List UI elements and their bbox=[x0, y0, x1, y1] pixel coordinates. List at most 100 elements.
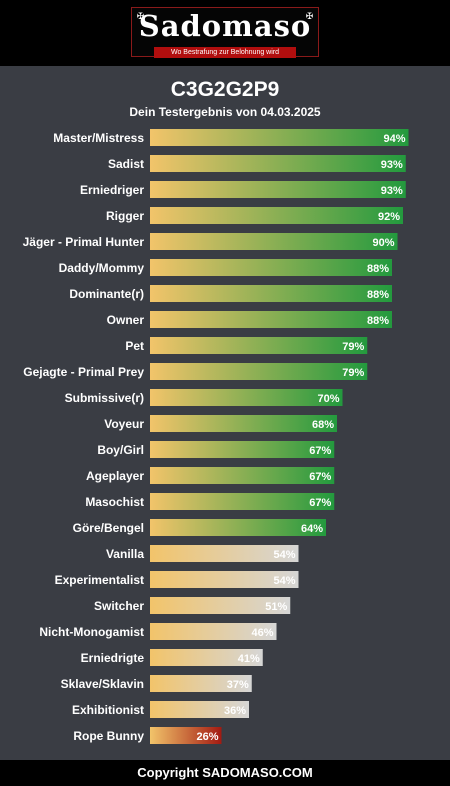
chart-row: Nicht-Monogamist 46% bbox=[39, 623, 277, 640]
result-title: C3G2G2P9 bbox=[170, 78, 280, 101]
value-label: 51% bbox=[265, 601, 287, 613]
chart-row: Experimentalist 54% bbox=[55, 571, 299, 588]
footer-bar: Copyright SADOMASO.COM bbox=[0, 760, 450, 786]
category-label: Göre/Bengel bbox=[73, 521, 144, 535]
value-label: 93% bbox=[381, 159, 403, 171]
chart-row: Sklave/Sklavin 37% bbox=[61, 675, 252, 692]
category-label: Sklave/Sklavin bbox=[61, 677, 144, 691]
value-label: 54% bbox=[273, 575, 295, 587]
bar bbox=[150, 415, 337, 432]
category-label: Masochist bbox=[85, 495, 144, 509]
category-label: Experimentalist bbox=[55, 573, 144, 587]
bar bbox=[150, 389, 343, 406]
bar bbox=[150, 727, 222, 744]
bar bbox=[150, 311, 392, 328]
bar bbox=[150, 259, 392, 276]
category-label: Rigger bbox=[106, 209, 144, 223]
chart-row: Dominante(r) 88% bbox=[69, 285, 392, 302]
logo-text: Sadomaso bbox=[138, 9, 312, 43]
chart-row: Gejagte - Primal Prey 79% bbox=[23, 363, 368, 380]
value-label: 36% bbox=[224, 705, 246, 717]
value-label: 88% bbox=[367, 289, 389, 301]
value-label: 93% bbox=[381, 185, 403, 197]
bar bbox=[150, 441, 335, 458]
category-label: Jäger - Primal Hunter bbox=[23, 235, 145, 249]
chart-row: Exhibitionist 36% bbox=[72, 701, 249, 718]
value-label: 79% bbox=[342, 341, 364, 353]
bar bbox=[150, 233, 398, 250]
chart-row: Jäger - Primal Hunter 90% bbox=[23, 233, 398, 250]
category-label: Gejagte - Primal Prey bbox=[23, 365, 144, 379]
cross-ornament-icon: ✠ bbox=[305, 11, 314, 21]
bar bbox=[150, 623, 277, 640]
category-label: Ageplayer bbox=[86, 469, 144, 483]
chart-row: Switcher 51% bbox=[94, 597, 291, 614]
category-label: Exhibitionist bbox=[72, 703, 144, 717]
site-logo[interactable]: ✠ ✠ Sadomaso Wo Bestrafung zur Belohnung… bbox=[131, 7, 319, 58]
value-label: 64% bbox=[301, 523, 323, 535]
result-subtitle: Dein Testergebnis von 04.03.2025 bbox=[129, 105, 321, 119]
chart-row: Vanilla 54% bbox=[106, 545, 299, 562]
bar bbox=[150, 467, 335, 484]
chart-row: Pet 79% bbox=[125, 337, 368, 354]
chart-row: Submissive(r) 70% bbox=[65, 389, 343, 406]
bar bbox=[150, 545, 299, 562]
chart-row: Rigger 92% bbox=[106, 207, 403, 224]
value-label: 79% bbox=[342, 367, 364, 379]
bar bbox=[150, 519, 326, 536]
chart-row: Boy/Girl 67% bbox=[97, 441, 335, 458]
chart-row: Göre/Bengel 64% bbox=[73, 519, 326, 536]
chart-row: Masochist 67% bbox=[85, 493, 335, 510]
result-bar-chart: Master/Mistress 94% Sadist 93% Erniedriger 93… bbox=[23, 129, 409, 744]
value-label: 68% bbox=[312, 419, 334, 431]
chart-row: Master/Mistress 94% bbox=[53, 129, 409, 146]
category-label: Nicht-Monogamist bbox=[39, 625, 144, 639]
bar bbox=[150, 701, 249, 718]
logo-tagline: Wo Bestrafung zur Belohnung wird bbox=[170, 49, 280, 56]
chart-row: Owner 88% bbox=[107, 311, 392, 328]
bar bbox=[150, 493, 335, 510]
chart-row: Sadist 93% bbox=[108, 155, 406, 172]
header-bar: ✠ ✠ Sadomaso Wo Bestrafung zur Belohnung… bbox=[0, 0, 450, 66]
logo-tagline-bar: Wo Bestrafung zur Belohnung wird bbox=[154, 47, 296, 58]
bar bbox=[150, 181, 406, 198]
category-label: Pet bbox=[125, 339, 144, 353]
category-label: Vanilla bbox=[106, 547, 144, 561]
value-label: 67% bbox=[309, 445, 331, 457]
chart-row: Rope Bunny 26% bbox=[73, 727, 222, 744]
value-label: 26% bbox=[196, 731, 218, 743]
bar bbox=[150, 571, 299, 588]
chart-bars: Master/Mistress 94% Sadist 93% Erniedriger 93… bbox=[23, 129, 409, 744]
bar bbox=[150, 363, 368, 380]
bar bbox=[150, 649, 263, 666]
value-label: 90% bbox=[372, 237, 394, 249]
bar bbox=[150, 597, 291, 614]
category-label: Daddy/Mommy bbox=[59, 261, 145, 275]
cross-ornament-icon: ✠ bbox=[136, 11, 145, 21]
value-label: 94% bbox=[383, 133, 405, 145]
category-label: Sadist bbox=[108, 157, 144, 171]
chart-row: Erniedrigte 41% bbox=[81, 649, 263, 666]
chart-row: Erniedriger 93% bbox=[80, 181, 406, 198]
category-label: Switcher bbox=[94, 599, 144, 613]
bar bbox=[150, 155, 406, 172]
bar bbox=[150, 285, 392, 302]
category-label: Submissive(r) bbox=[65, 391, 144, 405]
value-label: 54% bbox=[273, 549, 295, 561]
category-label: Voyeur bbox=[104, 417, 144, 431]
value-label: 67% bbox=[309, 471, 331, 483]
chart-row: Voyeur 68% bbox=[104, 415, 337, 432]
category-label: Owner bbox=[107, 313, 145, 327]
value-label: 88% bbox=[367, 315, 389, 327]
value-label: 41% bbox=[238, 653, 260, 665]
category-label: Erniedriger bbox=[80, 183, 144, 197]
category-label: Dominante(r) bbox=[69, 287, 144, 301]
bar bbox=[150, 207, 403, 224]
bar bbox=[150, 129, 409, 146]
value-label: 67% bbox=[309, 497, 331, 509]
bar bbox=[150, 337, 368, 354]
value-label: 88% bbox=[367, 263, 389, 275]
category-label: Rope Bunny bbox=[73, 729, 144, 743]
bar bbox=[150, 675, 252, 692]
value-label: 92% bbox=[378, 211, 400, 223]
